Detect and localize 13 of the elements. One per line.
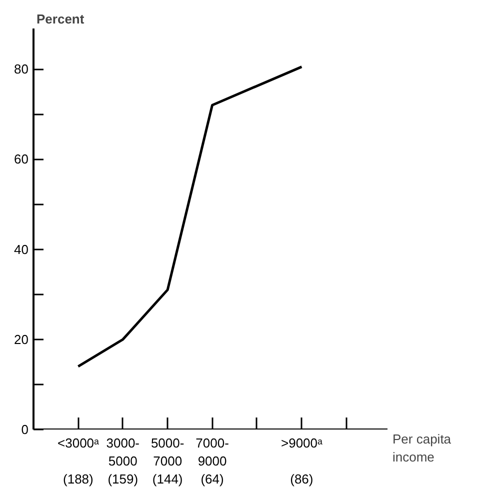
y-tick-label: 20 [14, 332, 29, 347]
x-tick-label: 3000- 5000 (159) [106, 436, 140, 486]
y-tick-label: 0 [21, 422, 29, 437]
category-label: >9000ᵃ (86) [281, 436, 322, 486]
x-axis-title: Per capita income [392, 432, 452, 464]
y-tick-label: 60 [14, 152, 29, 167]
category-label: <3000ᵃ (188) [58, 436, 99, 486]
x-tick-label: 7000- 9000 (64) [196, 436, 229, 486]
y-axis-title: Percent [36, 12, 85, 26]
y-tick-label: 40 [14, 242, 29, 257]
x-tick-label: 5000- 7000 (144) [150, 436, 184, 486]
y-tick-label: 80 [14, 62, 29, 77]
line-series [76, 66, 303, 368]
